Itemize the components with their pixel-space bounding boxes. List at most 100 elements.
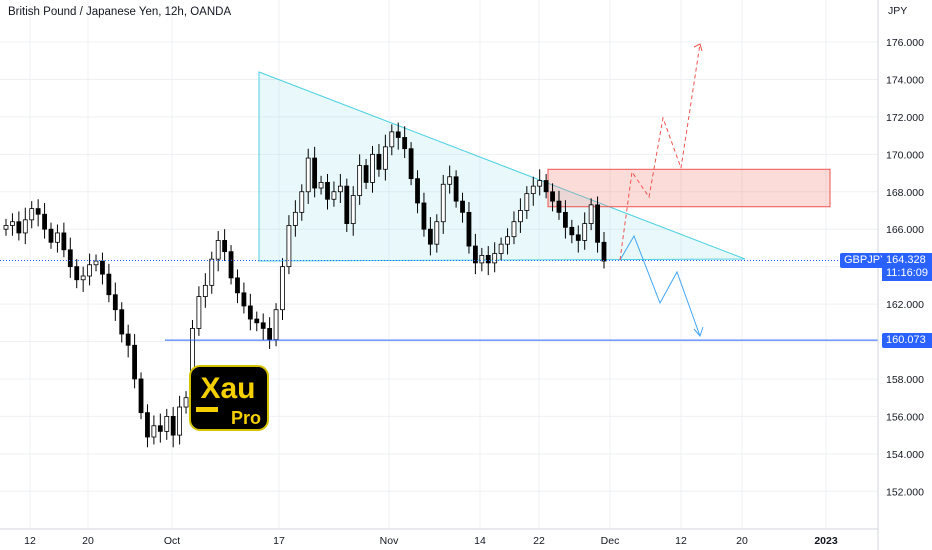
candle-up	[292, 211, 298, 226]
candle-up	[93, 260, 99, 266]
candle-down	[222, 240, 228, 253]
x-tick-label: Dec	[601, 535, 620, 547]
candle-down	[132, 344, 138, 380]
candle-down	[241, 292, 247, 307]
triangle-pattern	[258, 71, 746, 262]
x-tick-label: 14	[474, 535, 486, 547]
candle-up	[447, 176, 453, 185]
bearish-projection-path	[619, 234, 701, 337]
candle-up	[582, 223, 588, 241]
candle-down	[100, 260, 105, 275]
candle-up	[479, 255, 485, 264]
candle-down	[395, 131, 401, 138]
candle-down	[260, 322, 266, 329]
xaupro-logo: Xau Pro	[189, 365, 269, 431]
candle-down	[569, 226, 575, 236]
candle-up	[524, 193, 530, 211]
bar-countdown: 11:16:09	[886, 267, 929, 279]
current-price-tag[interactable]: 164.328	[882, 253, 932, 268]
x-tick-label: 20	[736, 535, 748, 547]
candle-up	[434, 221, 440, 245]
x-tick-label: 17	[273, 535, 285, 547]
candle-up	[505, 236, 510, 245]
candle-up	[305, 157, 311, 193]
candle-down	[119, 309, 125, 335]
candle-up	[80, 275, 86, 281]
candle-down	[247, 305, 253, 320]
resistance-zone-box	[547, 168, 831, 208]
candle-up	[87, 264, 92, 277]
x-tick-label: 20	[82, 535, 94, 547]
y-tick-label: 166.000	[886, 224, 924, 236]
candle-up	[215, 240, 221, 260]
candle-down	[595, 204, 600, 243]
candle-down	[35, 208, 41, 215]
candle-down	[563, 211, 568, 228]
bar-countdown-tag: 11:16:09	[882, 266, 932, 281]
candle-down	[402, 137, 408, 150]
candle-down	[601, 241, 607, 262]
logo-text-bottom: Pro	[231, 408, 261, 428]
candle-up	[318, 181, 324, 189]
candle-down	[74, 266, 80, 281]
support-price-tag[interactable]: 160.073	[882, 333, 932, 348]
candle-up	[498, 243, 504, 254]
logo-background	[189, 365, 269, 431]
y-tick-label: 172.000	[886, 112, 924, 124]
candle-up	[55, 232, 60, 243]
symbol-name: GBPJPY	[844, 254, 888, 266]
candle-up	[3, 225, 9, 230]
current-price-value: 164.328	[886, 254, 926, 266]
y-tick-label: 156.000	[886, 411, 924, 423]
candle-down	[460, 200, 465, 213]
candle-down	[228, 251, 234, 279]
candle-down	[466, 211, 472, 247]
candle-down	[170, 415, 176, 436]
bearish-arrowhead	[693, 326, 704, 337]
y-tick-label: 154.000	[886, 449, 924, 461]
candle-up	[370, 153, 375, 183]
x-tick-label: 12	[675, 535, 687, 547]
time-axis[interactable]: 12 20 Oct 17 Nov 14 22 Dec 12 20 2023	[0, 528, 878, 547]
candle-down	[267, 328, 273, 341]
candle-up	[492, 253, 498, 264]
bullish-arrowhead	[693, 43, 703, 52]
candle-down	[376, 153, 382, 170]
y-tick-label: 152.000	[886, 486, 924, 498]
candle-up	[196, 296, 202, 329]
candle-up	[202, 284, 208, 297]
candle-up	[337, 185, 343, 193]
logo-text-top: Xau	[200, 372, 255, 405]
x-tick-label: 22	[533, 535, 545, 547]
candle-up	[280, 266, 285, 311]
levels-layer	[0, 259, 878, 341]
candle-down	[254, 318, 260, 324]
x-tick-label: Nov	[380, 535, 399, 547]
candle-down	[67, 249, 73, 268]
y-tick-label: 168.000	[886, 187, 924, 199]
resistance-zone	[547, 168, 831, 208]
candle-up	[440, 183, 446, 223]
symbol-price-label[interactable]: GBPJPY	[840, 253, 892, 268]
candle-down	[543, 180, 549, 193]
y-tick-label: 174.000	[886, 74, 924, 86]
candle-down	[235, 277, 240, 294]
candle-up	[29, 208, 35, 221]
candle-up	[209, 258, 215, 286]
bullish-projection-path	[619, 43, 701, 261]
candle-up	[273, 309, 279, 341]
candle-up	[530, 185, 536, 195]
y-axis-label: JPY	[888, 5, 907, 17]
candle-down	[325, 181, 330, 200]
candle-down	[312, 157, 318, 189]
candle-up	[537, 180, 543, 187]
triangle-fill	[258, 71, 746, 262]
grid-layer	[0, 0, 878, 529]
candle-down	[415, 178, 420, 204]
candle-down	[550, 191, 555, 202]
candle-down	[16, 221, 22, 234]
candle-up	[286, 225, 292, 268]
candles-layer	[3, 122, 607, 448]
